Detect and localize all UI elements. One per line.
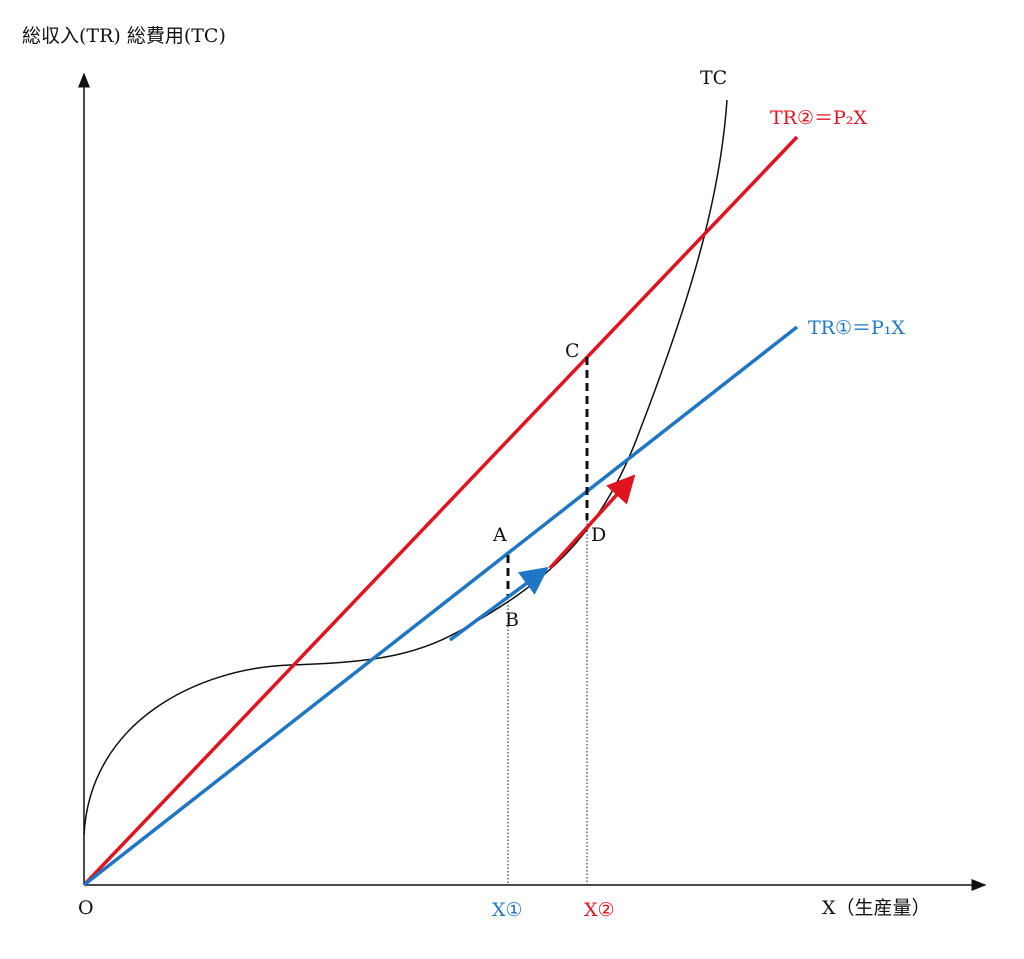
point-c: C xyxy=(565,340,580,362)
tr1-line xyxy=(82,325,799,887)
tc-curve xyxy=(83,99,728,836)
move-arrow-red xyxy=(548,474,636,570)
x2-label: X② xyxy=(584,899,615,921)
x1-label: X① xyxy=(492,899,523,921)
tr2-label: TR②＝P₂X xyxy=(770,107,867,129)
point-a: A xyxy=(492,524,507,546)
move-arrow-blue xyxy=(448,566,549,642)
point-d: D xyxy=(591,524,606,546)
tr1-label: TR①＝P₁X xyxy=(808,317,905,339)
tc-label: TC xyxy=(700,67,727,89)
point-b: B xyxy=(505,609,519,631)
tr2-line xyxy=(82,135,799,887)
x-axis-label: X（生産量） xyxy=(822,897,931,919)
y-axis-label: 総収入(TR) 総費用(TC) xyxy=(22,25,226,47)
origin-label: O xyxy=(78,897,94,919)
